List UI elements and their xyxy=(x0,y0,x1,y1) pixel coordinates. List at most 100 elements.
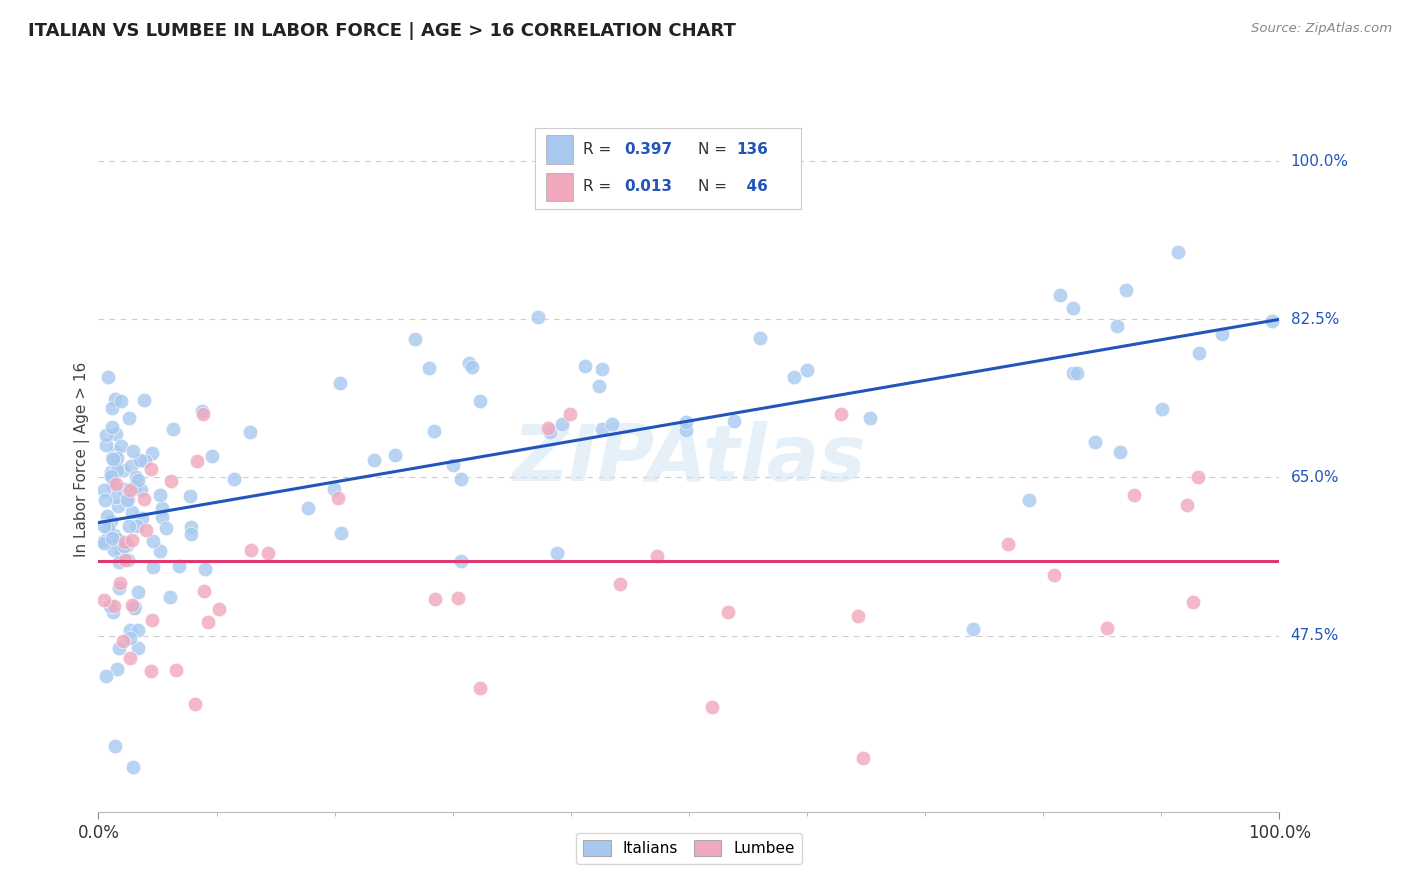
Point xyxy=(1187,470,1209,484)
Point xyxy=(105,463,128,477)
Point xyxy=(240,543,263,558)
Point xyxy=(859,411,882,425)
Point xyxy=(97,531,120,545)
Point xyxy=(131,511,153,525)
Point xyxy=(591,422,613,436)
Point xyxy=(94,428,117,442)
Text: 0.013: 0.013 xyxy=(624,179,672,194)
Point xyxy=(101,605,124,619)
Point xyxy=(94,669,117,683)
Text: 65.0%: 65.0% xyxy=(1291,470,1339,485)
Point xyxy=(101,420,124,434)
Point xyxy=(536,421,558,435)
Point xyxy=(1095,621,1118,635)
Point xyxy=(101,401,124,416)
Point xyxy=(186,454,208,468)
Point xyxy=(1018,492,1040,507)
Point xyxy=(329,526,352,541)
Point xyxy=(450,554,472,568)
Point xyxy=(120,483,142,497)
Point xyxy=(112,539,135,553)
Point xyxy=(538,425,561,439)
Point xyxy=(363,453,385,467)
Point xyxy=(141,446,163,460)
Point xyxy=(103,528,125,542)
Point xyxy=(783,370,806,384)
Point xyxy=(117,538,139,552)
Point xyxy=(239,425,262,439)
Point xyxy=(193,407,215,421)
Point xyxy=(122,601,145,615)
Point xyxy=(117,491,139,506)
Point xyxy=(591,362,613,376)
Point xyxy=(124,470,146,484)
Point xyxy=(162,422,184,436)
Point xyxy=(609,577,631,591)
Bar xyxy=(546,173,572,201)
Text: R =: R = xyxy=(583,142,616,157)
Point xyxy=(1167,245,1189,260)
Point xyxy=(149,488,172,502)
Point xyxy=(194,562,217,576)
Point xyxy=(852,750,875,764)
Point xyxy=(165,663,187,677)
Point xyxy=(723,414,745,428)
Text: ITALIAN VS LUMBEE IN LABOR FORCE | AGE > 16 CORRELATION CHART: ITALIAN VS LUMBEE IN LABOR FORCE | AGE >… xyxy=(28,22,735,40)
Text: 136: 136 xyxy=(735,142,768,157)
Point xyxy=(110,394,132,409)
Point xyxy=(101,531,124,545)
Point xyxy=(97,370,120,384)
Point xyxy=(103,599,125,614)
Point xyxy=(104,445,127,459)
Point xyxy=(326,491,349,505)
Point xyxy=(105,477,128,491)
Point xyxy=(180,519,202,533)
Point xyxy=(384,448,406,462)
Text: 46: 46 xyxy=(735,179,768,194)
Point xyxy=(134,453,156,467)
Point xyxy=(103,543,125,558)
Point xyxy=(1123,488,1146,502)
Point xyxy=(179,489,201,503)
Point xyxy=(191,403,214,417)
Point xyxy=(1063,301,1085,315)
Point xyxy=(1211,326,1233,341)
Point xyxy=(117,552,139,566)
Point xyxy=(148,544,170,558)
Point xyxy=(120,459,142,474)
Point xyxy=(93,533,115,548)
Text: ZIPAtlas: ZIPAtlas xyxy=(512,421,866,498)
Point xyxy=(461,359,484,374)
Point xyxy=(404,332,426,346)
Point xyxy=(101,450,124,465)
Point xyxy=(124,599,146,614)
Point xyxy=(114,534,136,549)
Point xyxy=(93,592,115,607)
Point xyxy=(180,527,202,541)
Text: N =: N = xyxy=(697,142,731,157)
Point xyxy=(600,417,623,431)
Point xyxy=(1188,346,1211,360)
Point xyxy=(551,417,574,431)
Point xyxy=(1260,314,1282,328)
Point xyxy=(132,392,155,407)
Point xyxy=(457,356,479,370)
Point xyxy=(129,453,152,467)
Point xyxy=(110,439,132,453)
Point xyxy=(111,634,134,648)
Point xyxy=(94,492,117,507)
Point xyxy=(104,392,127,406)
Point xyxy=(201,449,224,463)
Text: 100.0%: 100.0% xyxy=(1291,153,1348,169)
Point xyxy=(700,700,723,714)
Text: 82.5%: 82.5% xyxy=(1291,312,1339,326)
Point xyxy=(127,473,149,487)
Point xyxy=(105,662,128,676)
Point xyxy=(107,500,129,514)
Point xyxy=(105,426,128,441)
Point xyxy=(1062,366,1084,380)
Point xyxy=(423,591,446,606)
Point xyxy=(121,759,143,773)
Point xyxy=(1084,435,1107,450)
Point xyxy=(1175,498,1198,512)
